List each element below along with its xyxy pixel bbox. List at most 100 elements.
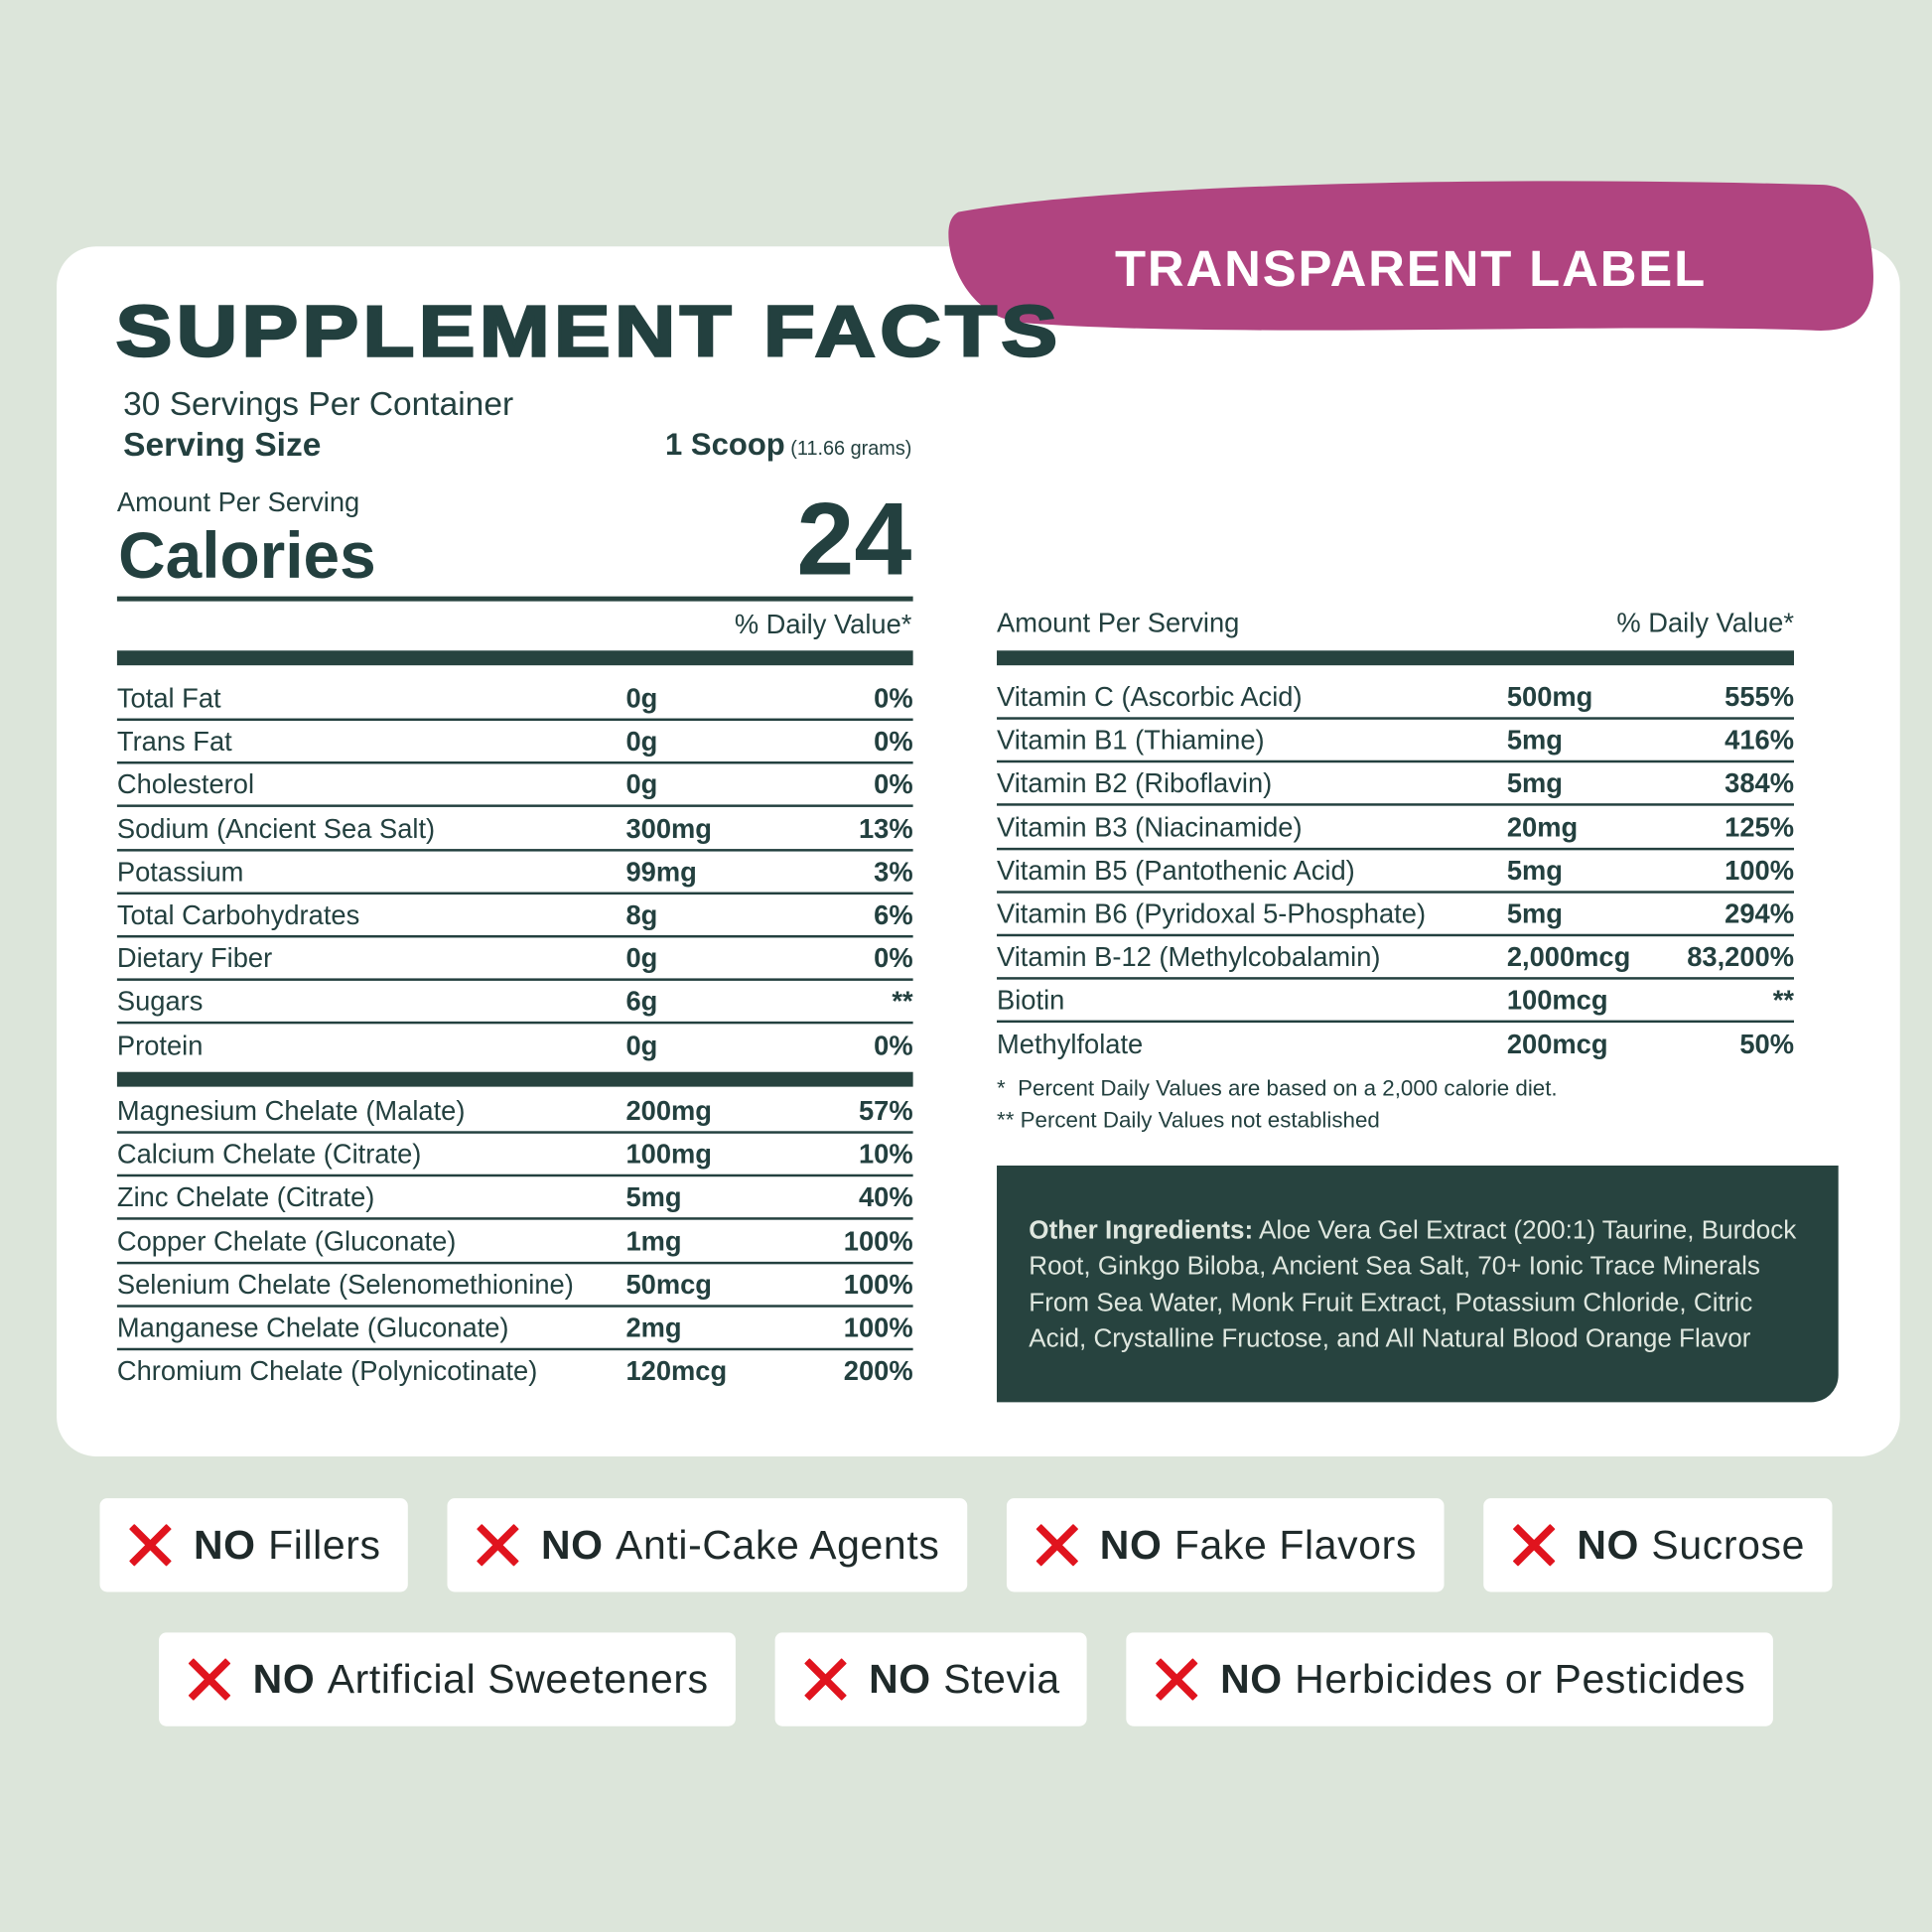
daily-value: 50%: [1739, 1028, 1794, 1059]
nutrient-name: Total Carbohydrates: [116, 898, 360, 931]
dv-header: % Daily Value*: [1616, 607, 1794, 638]
claim-text: Sucrose: [1651, 1521, 1806, 1568]
daily-value: 100%: [1725, 855, 1794, 887]
daily-value: 57%: [858, 1095, 913, 1127]
nutrient-name: Methylfolate: [997, 1028, 1144, 1059]
rule: [116, 1071, 913, 1087]
nutrient-name: Vitamin B5 (Pantothenic Acid): [997, 855, 1355, 887]
claim-no: NO: [193, 1521, 256, 1568]
x-icon: [477, 1524, 519, 1567]
daily-value: 384%: [1725, 767, 1794, 799]
nutrient-name: Calcium Chelate (Citrate): [116, 1138, 422, 1171]
nutrient-name: Selenium Chelate (Selenomethionine): [116, 1269, 574, 1301]
daily-value: 83,200%: [1687, 941, 1794, 973]
nutrient-amount: 2mg: [625, 1311, 682, 1343]
claim-no: NO: [869, 1655, 931, 1702]
claim-text: Fillers: [268, 1521, 381, 1568]
nutrient-name: Vitamin B-12 (Methylcobalamin): [997, 941, 1381, 973]
claim-text: Anti-Cake Agents: [616, 1521, 940, 1568]
claim: NO Sucrose: [1483, 1498, 1833, 1592]
nutrient-amount: 500mg: [1506, 681, 1593, 713]
nutrient-amount: 0g: [625, 726, 658, 758]
daily-value: 10%: [858, 1138, 913, 1171]
daily-value: 416%: [1725, 724, 1794, 757]
claim-text: Artificial Sweeteners: [327, 1655, 709, 1702]
nutrient-name: Manganese Chelate (Gluconate): [116, 1311, 509, 1343]
nutrient-name: Sugars: [116, 986, 204, 1018]
nutrient-name: Trans Fat: [116, 726, 232, 758]
table-row: Trans Fat 0g 0%: [116, 721, 913, 764]
nutrient-amount: 100mcg: [1506, 985, 1608, 1017]
table-row: Selenium Chelate (Selenomethionine) 50mcg…: [116, 1264, 913, 1308]
x-stroke: [1035, 1524, 1078, 1567]
x-icon: [129, 1524, 172, 1567]
claim-text: Stevia: [943, 1655, 1060, 1702]
table-row: Zinc Chelate (Citrate) 5mg 40%: [116, 1177, 913, 1221]
nutrient-name: Vitamin B6 (Pyridoxal 5-Phosphate): [997, 897, 1427, 929]
nutrient-name: Dietary Fiber: [116, 942, 273, 974]
table-row: Biotin 100mcg **: [997, 980, 1794, 1024]
x-icon: [1512, 1524, 1555, 1567]
claim: NO Stevia: [774, 1632, 1088, 1726]
table-row: Chromium Chelate (Polynicotinate) 120mcg 2…: [117, 1350, 913, 1391]
daily-value: **: [1772, 985, 1794, 1017]
table-row: Magnesium Chelate (Malate) 200mg 57%: [116, 1090, 913, 1134]
x-stroke: [1156, 1658, 1198, 1701]
claim-no: NO: [252, 1655, 316, 1702]
nutrient-amount: 50mcg: [625, 1269, 712, 1301]
table-row: Cholesterol 0g 0%: [116, 764, 913, 808]
nutrient-name: Potassium: [116, 856, 244, 888]
nutrient-name: Zinc Chelate (Citrate): [116, 1181, 375, 1213]
x-stroke: [477, 1524, 519, 1567]
nutrient-name: Vitamin B2 (Riboflavin): [997, 767, 1273, 799]
daily-value: **: [892, 986, 913, 1018]
nutrient-name: Cholesterol: [116, 768, 255, 800]
amount-heading: Amount Per Serving: [116, 486, 360, 518]
x-stroke: [804, 1658, 847, 1701]
claim: NO Herbicides or Pesticides: [1126, 1632, 1773, 1726]
other-ingredients: Other Ingredients: Aloe Vera Gel Extract…: [997, 1166, 1839, 1403]
claim-text: Herbicides or Pesticides: [1295, 1655, 1746, 1702]
dv-header: % Daily Value*: [734, 609, 912, 640]
calories-label: Calories: [118, 519, 376, 593]
claim-no: NO: [1220, 1655, 1283, 1702]
x-icon: [1156, 1658, 1198, 1701]
calories-value: 24: [796, 481, 912, 597]
rule: [116, 650, 913, 666]
daily-value: 0%: [874, 942, 913, 974]
daily-value: 100%: [843, 1269, 913, 1301]
nutrient-amount: 5mg: [625, 1181, 682, 1213]
x-icon: [189, 1658, 231, 1701]
nutrient-amount: 99mg: [625, 856, 697, 888]
daily-value: 0%: [874, 768, 913, 800]
table-row: Vitamin B3 (Niacinamide) 20mg 125%: [997, 806, 1794, 850]
daily-value: 40%: [858, 1181, 913, 1213]
daily-value: 200%: [843, 1355, 913, 1387]
table-row: Vitamin B6 (Pyridoxal 5-Phosphate) 5mg 294…: [997, 894, 1794, 937]
claim: NO Fillers: [99, 1498, 408, 1592]
nutrient-amount: 6g: [625, 986, 658, 1018]
nutrient-amount: 5mg: [1506, 767, 1563, 799]
nutrient-amount: 0g: [625, 768, 658, 800]
x-icon: [804, 1658, 847, 1701]
table-row: Manganese Chelate (Gluconate) 2mg 100%: [116, 1308, 913, 1351]
nutrient-amount: 5mg: [1506, 724, 1563, 757]
table-row: Total Carbohydrates 8g 6%: [116, 895, 913, 938]
daily-value: 0%: [874, 726, 913, 758]
nutrient-amount: 200mcg: [1506, 1028, 1608, 1059]
nutrient-name: Copper Chelate (Gluconate): [116, 1225, 457, 1257]
daily-value: 100%: [843, 1225, 913, 1257]
badge-text: TRANSPARENT LABEL: [1114, 240, 1708, 298]
nutrient-amount: 1mg: [625, 1225, 682, 1257]
claim: NO Artificial Sweeteners: [159, 1632, 737, 1726]
table-row: Sodium (Ancient Sea Salt) 300mg 13%: [116, 808, 913, 852]
x-stroke: [1512, 1524, 1555, 1567]
nutrient-amount: 5mg: [1506, 897, 1563, 929]
daily-value: 0%: [874, 682, 913, 714]
badge-shape: [948, 181, 1873, 331]
table-row: Vitamin B2 (Riboflavin) 5mg 384%: [997, 763, 1794, 807]
daily-value: 0%: [874, 1030, 913, 1061]
daily-value: 6%: [874, 898, 913, 931]
nutrient-name: Sodium (Ancient Sea Salt): [116, 812, 436, 844]
